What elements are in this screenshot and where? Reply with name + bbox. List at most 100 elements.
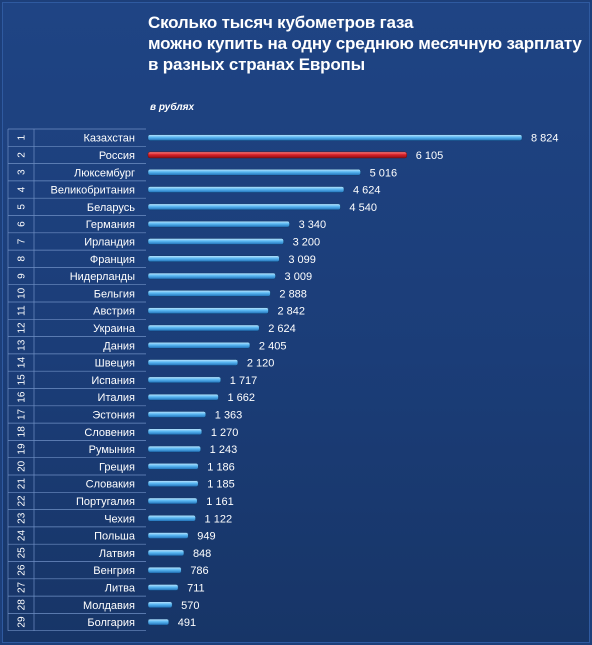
category-label: Португалия [76,496,135,508]
category-label: Греция [99,461,135,473]
category-label: Украина [93,323,136,335]
category-label: Беларусь [87,202,135,214]
value-label: 848 [193,548,211,560]
rank-label: 26 [17,564,28,576]
bar [147,497,198,505]
value-label: 4 624 [353,185,381,197]
value-label: 1 243 [210,444,238,456]
category-label: Италия [98,392,136,404]
bar [147,411,207,418]
rank-label: 11 [17,305,28,316]
bar [147,480,199,487]
rank-label: 3 [17,169,28,175]
rank-label: 10 [17,287,28,299]
rank-label: 15 [17,374,28,386]
bar [147,393,219,401]
rank-label: 6 [17,221,28,227]
bar [147,290,271,297]
rank-label: 23 [17,512,28,524]
category-label: Германия [86,219,135,231]
category-label: Россия [99,150,135,162]
rank-label: 5 [17,204,28,210]
unit-label: в рублях [150,102,195,113]
value-label: 2 405 [259,340,287,352]
rank-label: 19 [17,443,28,455]
category-label: Франция [90,254,135,266]
value-label: 786 [190,565,208,577]
value-label: 1 270 [211,427,239,439]
value-label: 3 009 [285,271,313,283]
bar-highlight [147,151,408,159]
bar [147,272,276,280]
rank-label: 2 [17,152,28,158]
bar [147,566,182,574]
value-label: 3 340 [299,219,327,231]
value-label: 6 105 [416,150,444,162]
category-label: Испания [91,375,135,387]
category-label: Венгрия [93,565,135,577]
rank-label: 8 [17,256,28,262]
bar [147,359,239,366]
bar [147,134,523,141]
category-label: Болгария [87,617,135,629]
category-label: Нидерланды [70,271,135,283]
chart-title: Сколько тысяч кубометров газа можно купи… [148,12,582,75]
bar [147,376,222,384]
category-label: Словения [84,427,135,439]
bar [147,238,284,245]
category-label: Румыния [89,444,135,456]
title-line-2: можно купить на одну среднюю месячную за… [148,34,582,53]
rank-label: 20 [17,460,28,472]
category-label: Швеция [95,358,135,370]
bar [147,220,290,228]
value-label: 1 122 [205,513,233,525]
title-line-3: в разных странах Европы [148,55,365,74]
value-label: 1 717 [230,375,258,387]
rank-label: 9 [17,273,28,279]
rank-label: 28 [17,599,28,611]
bar [147,515,196,522]
value-label: 711 [187,582,205,594]
bar [147,203,341,211]
rank-label: 16 [17,391,28,403]
rank-label: 24 [17,530,28,542]
category-label: Австрия [93,306,135,318]
value-label: 2 842 [277,306,305,318]
bar [147,307,269,314]
value-label: 2 624 [268,323,296,335]
category-label: Казахстан [83,133,135,145]
rank-label: 21 [17,478,28,490]
rank-label: 1 [17,134,28,140]
category-label: Люксембург [74,167,135,179]
title-line-1: Сколько тысяч кубометров газа [148,13,414,32]
category-label: Латвия [99,548,135,560]
bar [147,463,199,470]
bar [147,549,185,557]
category-label: Польша [94,531,136,543]
rank-label: 22 [17,495,28,507]
value-label: 1 363 [215,409,243,421]
rank-label: 25 [17,547,28,559]
bar [147,618,170,626]
value-label: 5 016 [370,167,398,179]
bar [147,601,173,608]
category-label: Великобритания [51,185,136,197]
bar [147,255,280,262]
category-label: Молдавия [83,600,135,612]
value-label: 4 540 [349,202,377,214]
rank-label: 12 [17,322,28,334]
value-label: 3 200 [293,236,321,248]
bar [147,342,251,349]
rank-label: 14 [17,357,28,369]
value-label: 1 186 [207,461,235,473]
value-label: 1 161 [206,496,234,508]
rank-label: 18 [17,426,28,438]
rank-label: 27 [17,581,28,593]
value-label: 3 099 [288,254,316,266]
bar [147,584,179,591]
category-label: Словакия [86,479,135,491]
value-label: 8 824 [531,133,559,145]
rank-label: 4 [17,186,28,192]
value-label: 2 888 [279,288,307,300]
rank-label: 13 [17,339,28,351]
